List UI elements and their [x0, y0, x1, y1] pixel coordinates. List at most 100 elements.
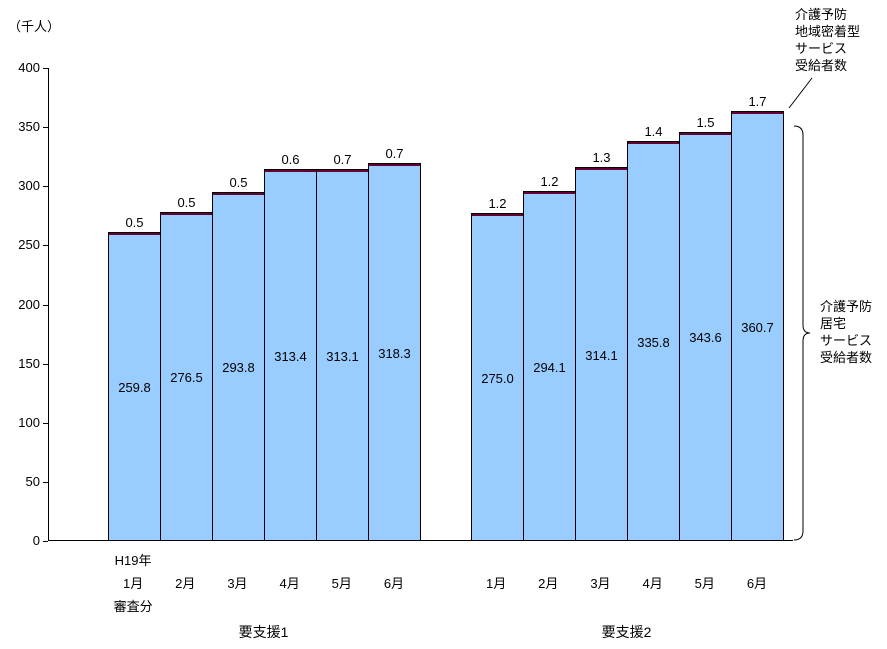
x-axis-label-month: 6月 [383, 576, 405, 591]
bar-segment-home-service: 318.3 [369, 166, 420, 540]
bar-segment-community-service [213, 193, 264, 195]
x-axis-label-month: 4月 [642, 576, 663, 591]
bar-segment-home-service: 343.6 [680, 135, 731, 540]
y-tick-mark [43, 481, 48, 483]
bar-top-value-label: 1.2 [488, 196, 507, 211]
bar-top-value-label: 0.7 [333, 152, 352, 167]
stacked-bar: 1.2 294.1 [523, 174, 576, 540]
right-brace [793, 125, 811, 541]
bar-segment-home-service: 275.0 [472, 216, 523, 540]
bar-value-label: 343.6 [689, 330, 722, 345]
bar-top-value-label: 0.5 [177, 195, 196, 210]
group2-caption: 要支援2 [601, 624, 652, 640]
bar-value-label: 293.8 [222, 360, 255, 375]
y-tick-label: 0 [32, 533, 40, 548]
bar-group-2: 1.2 275.0 1.2 294.1 1.3 314.1 1.4 335.8 1.5 343.6… [471, 94, 784, 540]
x-axis-label-suffix [627, 595, 679, 618]
plot-area: 0.5 259.8 0.5 276.5 0.5 293.8 0.6 313.4 0.7 313.1… [48, 68, 793, 541]
bar-value-label: 275.0 [481, 370, 514, 386]
bar-top-value-label: 0.7 [385, 146, 404, 161]
x-axis-label-prefix [679, 549, 731, 572]
y-tick-mark [43, 186, 48, 188]
y-tick-label: 100 [18, 414, 40, 430]
bar-value-label: 313.1 [326, 348, 359, 364]
x-axis-label-month: 2月 [175, 576, 196, 591]
stacked-bar: 0.6 313.4 [264, 152, 317, 540]
x-axis-label-suffix [316, 595, 368, 618]
bar-top-value-label: 1.3 [592, 150, 611, 165]
x-axis-label-month: 5月 [694, 576, 715, 591]
x-axis-label-month: 6月 [746, 576, 768, 591]
bar-value-label: 294.1 [533, 359, 566, 375]
y-tick-label: 250 [18, 237, 40, 253]
bar-value-label: 318.3 [378, 345, 411, 361]
bar-value-label: 335.8 [637, 334, 670, 350]
x-axis-label-suffix [731, 595, 783, 618]
x-axis-label-prefix [159, 549, 211, 572]
x-axis-label: 5月 [679, 549, 731, 618]
x-axis-label-prefix [211, 549, 263, 572]
bar-segment-home-service: 314.1 [576, 170, 627, 540]
x-axis-label-suffix [574, 595, 626, 618]
bar-segment-home-service: 313.1 [317, 172, 368, 540]
x-axis-label: 4月 [627, 549, 679, 618]
x-axis-label-prefix [316, 549, 368, 572]
stacked-bar: 0.5 293.8 [212, 175, 265, 540]
x-axis-label: 6月 [368, 549, 420, 618]
x-axis-label: 6月 [731, 549, 783, 618]
x-axis-label-prefix [368, 549, 420, 572]
y-tick-mark [43, 304, 48, 306]
x-axis-label: 5月 [316, 549, 368, 618]
bar-segment-home-service: 259.8 [109, 235, 160, 540]
bar-segment-community-service [317, 170, 368, 172]
bar-segment-home-service: 313.4 [265, 172, 316, 540]
bar-top-value-label: 0.6 [281, 152, 300, 167]
y-tick-label: 200 [18, 296, 40, 312]
x-axis-label: 3月 [574, 549, 626, 618]
bar-segment-community-service [472, 214, 523, 216]
bar-segment-home-service: 360.7 [732, 114, 783, 540]
x-axis-label-prefix [522, 549, 574, 572]
y-tick-mark [43, 245, 48, 247]
bar-segment-community-service [369, 164, 420, 166]
bar-segment-community-service [732, 112, 783, 114]
group1-caption: 要支援1 [238, 624, 289, 640]
x-axis-label: 2月 [159, 549, 211, 618]
bar-top-value-label: 0.5 [125, 215, 144, 230]
stacked-bar: 0.7 313.1 [316, 152, 369, 540]
x-axis-label-suffix [522, 595, 574, 618]
x-axis-labels-group1: H19年 1月 審査分 2月 3月 4月 5月 6月 [107, 549, 420, 618]
x-axis-label-month: 1月 [485, 576, 507, 591]
x-axis-label-month: 2月 [538, 576, 559, 591]
bar-group-1: 0.5 259.8 0.5 276.5 0.5 293.8 0.6 313.4 0.7 313.1… [108, 146, 421, 540]
stacked-bar: 1.3 314.1 [575, 150, 628, 540]
bar-segment-community-service [265, 170, 316, 172]
bar-segment-home-service: 276.5 [161, 215, 212, 540]
x-axis-label-month: 3月 [590, 576, 611, 591]
x-axis-label-suffix: 審査分 [113, 599, 153, 614]
y-tick-mark [43, 541, 48, 542]
bar-top-value-label: 1.4 [644, 124, 663, 139]
x-axis-labels-group2: 1月 2月 3月 4月 5月 6月 [470, 549, 783, 618]
bar-segment-community-service [109, 233, 160, 235]
x-axis-label-suffix [264, 595, 316, 618]
bar-segment-home-service: 335.8 [628, 144, 679, 540]
bar-segment-community-service [524, 192, 575, 194]
bar-top-value-label: 1.5 [696, 115, 715, 130]
y-tick-label: 50 [25, 473, 40, 489]
x-axis-label-suffix [211, 595, 263, 618]
bar-segment-home-service: 293.8 [213, 195, 264, 540]
bar-value-label: 259.8 [118, 380, 151, 395]
y-tick-mark [43, 68, 48, 69]
stacked-bar: 1.4 335.8 [627, 124, 680, 540]
bar-value-label: 313.4 [274, 348, 307, 364]
y-tick-mark [43, 363, 48, 365]
bar-segment-community-service [628, 142, 679, 144]
bar-top-value-label: 0.5 [229, 175, 248, 190]
x-axis-label-suffix [470, 595, 522, 618]
y-tick-label: 400 [18, 60, 40, 75]
x-axis-label: 1月 [470, 549, 522, 618]
bar-value-label: 276.5 [170, 370, 203, 385]
x-axis-label-prefix [470, 549, 522, 572]
